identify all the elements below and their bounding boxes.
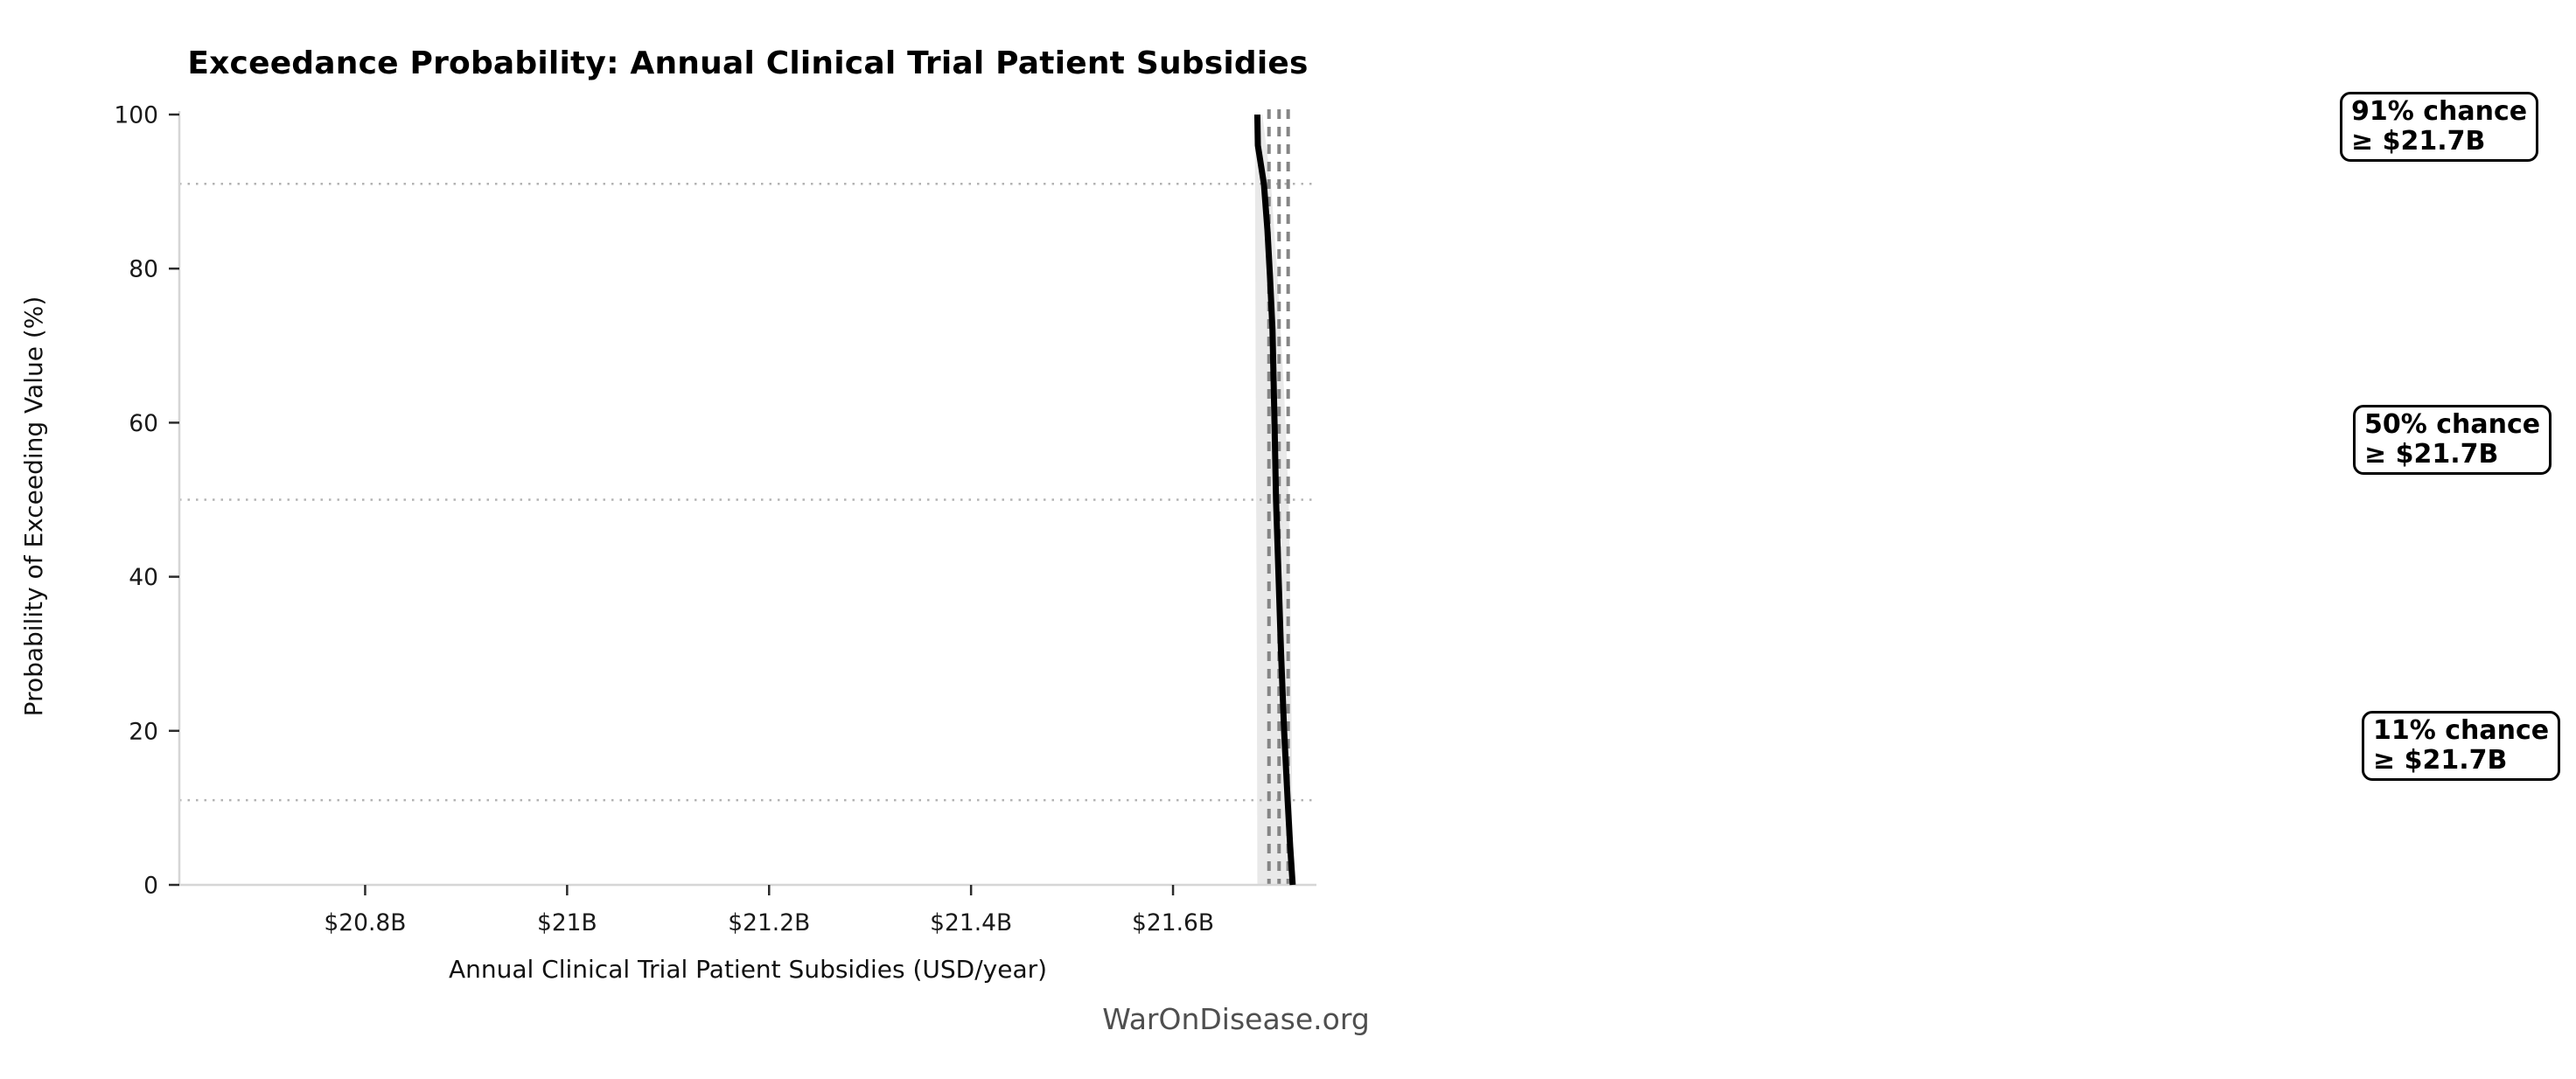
exceedance-probability-curve (1253, 114, 1296, 886)
x-tick-label: $21.4B (930, 909, 1012, 936)
y-tick-label: 0 (143, 873, 158, 900)
chart-title: Exceedance Probability: Annual Clinical … (187, 45, 1309, 81)
x-tick-label: $21.2B (728, 909, 810, 936)
annotation-chance-text: 11% chance (2373, 715, 2550, 746)
y-tick-label: 100 (114, 102, 158, 129)
annotation-box-50pct: 50% chance ≥ $21.7B (2353, 405, 2552, 475)
annotation-threshold-text: ≥ $21.7B (2373, 745, 2508, 776)
annotation-threshold-text: ≥ $21.7B (2364, 439, 2499, 470)
annotation-chance-text: 91% chance (2351, 96, 2528, 127)
y-tick-label: 20 (129, 718, 158, 745)
y-tick-label: 80 (129, 256, 158, 283)
y-tick-label: 40 (129, 564, 158, 591)
x-tick-label: $21B (537, 909, 597, 936)
annotation-chance-text: 50% chance (2364, 409, 2541, 440)
x-tick-label: $20.8B (324, 909, 406, 936)
annotation-threshold-text: ≥ $21.7B (2351, 126, 2486, 157)
annotation-box-91pct: 91% chance ≥ $21.7B (2340, 92, 2539, 162)
x-tick-label: $21.6B (1132, 909, 1214, 936)
annotation-box-11pct: 11% chance ≥ $21.7B (2362, 711, 2561, 781)
x-axis-label: Annual Clinical Trial Patient Subsidies … (448, 955, 1048, 984)
source-watermark: WarOnDisease.org (1102, 1002, 1370, 1036)
y-tick-label: 60 (129, 410, 158, 437)
